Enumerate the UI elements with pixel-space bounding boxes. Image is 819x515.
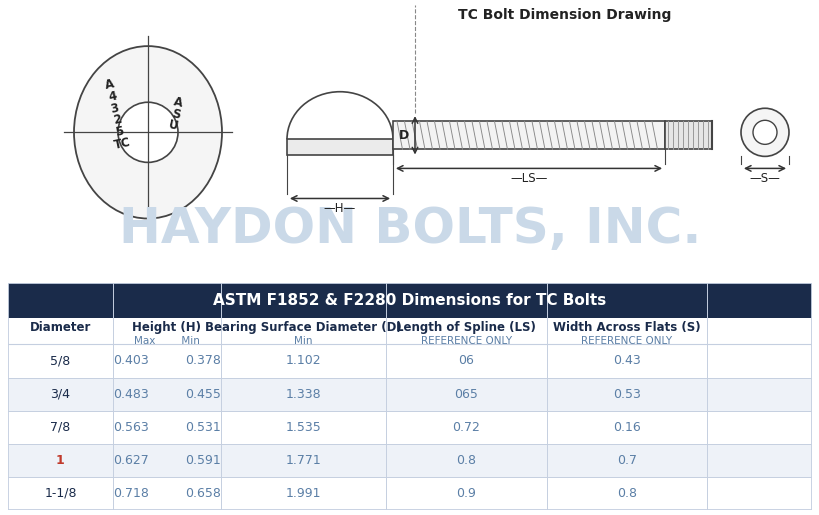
Circle shape [740, 108, 788, 157]
Text: 7/8: 7/8 [50, 421, 70, 434]
Text: A
S
U: A S U [167, 95, 184, 133]
Text: 1-1/8: 1-1/8 [44, 487, 77, 500]
Bar [287, 140, 392, 156]
Text: 0.8: 0.8 [616, 487, 636, 500]
Bar [8, 477, 811, 510]
Text: 0.53: 0.53 [613, 388, 640, 401]
Text: HAYDON BOLTS, INC.: HAYDON BOLTS, INC. [119, 204, 700, 252]
Text: 06: 06 [458, 354, 473, 368]
Text: 0.718: 0.718 [113, 487, 148, 500]
Text: —H—: —H— [324, 202, 355, 215]
Text: Length of Spline (LS): Length of Spline (LS) [396, 321, 536, 334]
Text: 0.627: 0.627 [113, 454, 148, 467]
Text: 1.771: 1.771 [285, 454, 321, 467]
Bar [392, 122, 664, 149]
Text: ASTM F1852 & F2280 Dimensions for TC Bolts: ASTM F1852 & F2280 Dimensions for TC Bol… [213, 294, 606, 308]
Text: Diameter: Diameter [29, 321, 91, 334]
Text: 0.7: 0.7 [616, 454, 636, 467]
Text: —LS—: —LS— [509, 172, 547, 185]
Text: Min: Min [294, 336, 312, 346]
Text: Bearing Surface Diameter (D): Bearing Surface Diameter (D) [205, 321, 401, 334]
Circle shape [752, 121, 776, 144]
Text: Width Across Flats (S): Width Across Flats (S) [553, 321, 700, 334]
Text: 0.403: 0.403 [113, 354, 148, 368]
Text: 1.338: 1.338 [285, 388, 321, 401]
Text: 5/8: 5/8 [50, 354, 70, 368]
Text: REFERENCE ONLY: REFERENCE ONLY [420, 336, 511, 346]
Text: 1.102: 1.102 [285, 354, 321, 368]
Text: A
4
3
2
5
TC: A 4 3 2 5 TC [100, 77, 132, 152]
Text: 0.8: 0.8 [455, 454, 476, 467]
Text: 0.9: 0.9 [455, 487, 476, 500]
Text: 1.535: 1.535 [285, 421, 321, 434]
Text: 3/4: 3/4 [51, 388, 70, 401]
Bar [8, 410, 811, 444]
Text: 0.531: 0.531 [185, 421, 220, 434]
Bar [8, 345, 811, 377]
Text: 0.16: 0.16 [613, 421, 640, 434]
Text: 0.455: 0.455 [185, 388, 221, 401]
Text: REFERENCE ONLY: REFERENCE ONLY [581, 336, 672, 346]
Circle shape [118, 102, 178, 162]
Text: —S—: —S— [749, 172, 780, 185]
Text: 0.591: 0.591 [185, 454, 220, 467]
Text: 0.43: 0.43 [613, 354, 640, 368]
Text: 0.658: 0.658 [185, 487, 221, 500]
Text: 0.563: 0.563 [113, 421, 148, 434]
Bar [8, 444, 811, 477]
Text: 1: 1 [56, 454, 65, 467]
Text: 065: 065 [454, 388, 477, 401]
Text: 0.72: 0.72 [452, 421, 480, 434]
Text: D: D [398, 129, 409, 142]
Text: Height (H): Height (H) [132, 321, 201, 334]
Text: 1.991: 1.991 [286, 487, 321, 500]
Text: TC Bolt Dimension Drawing: TC Bolt Dimension Drawing [458, 8, 671, 22]
Text: 0.483: 0.483 [113, 388, 148, 401]
Text: 0.378: 0.378 [185, 354, 221, 368]
Bar [8, 377, 811, 410]
Ellipse shape [74, 46, 222, 218]
Bar [664, 122, 711, 149]
Bar [8, 283, 811, 318]
Text: Max        Min: Max Min [133, 336, 200, 346]
